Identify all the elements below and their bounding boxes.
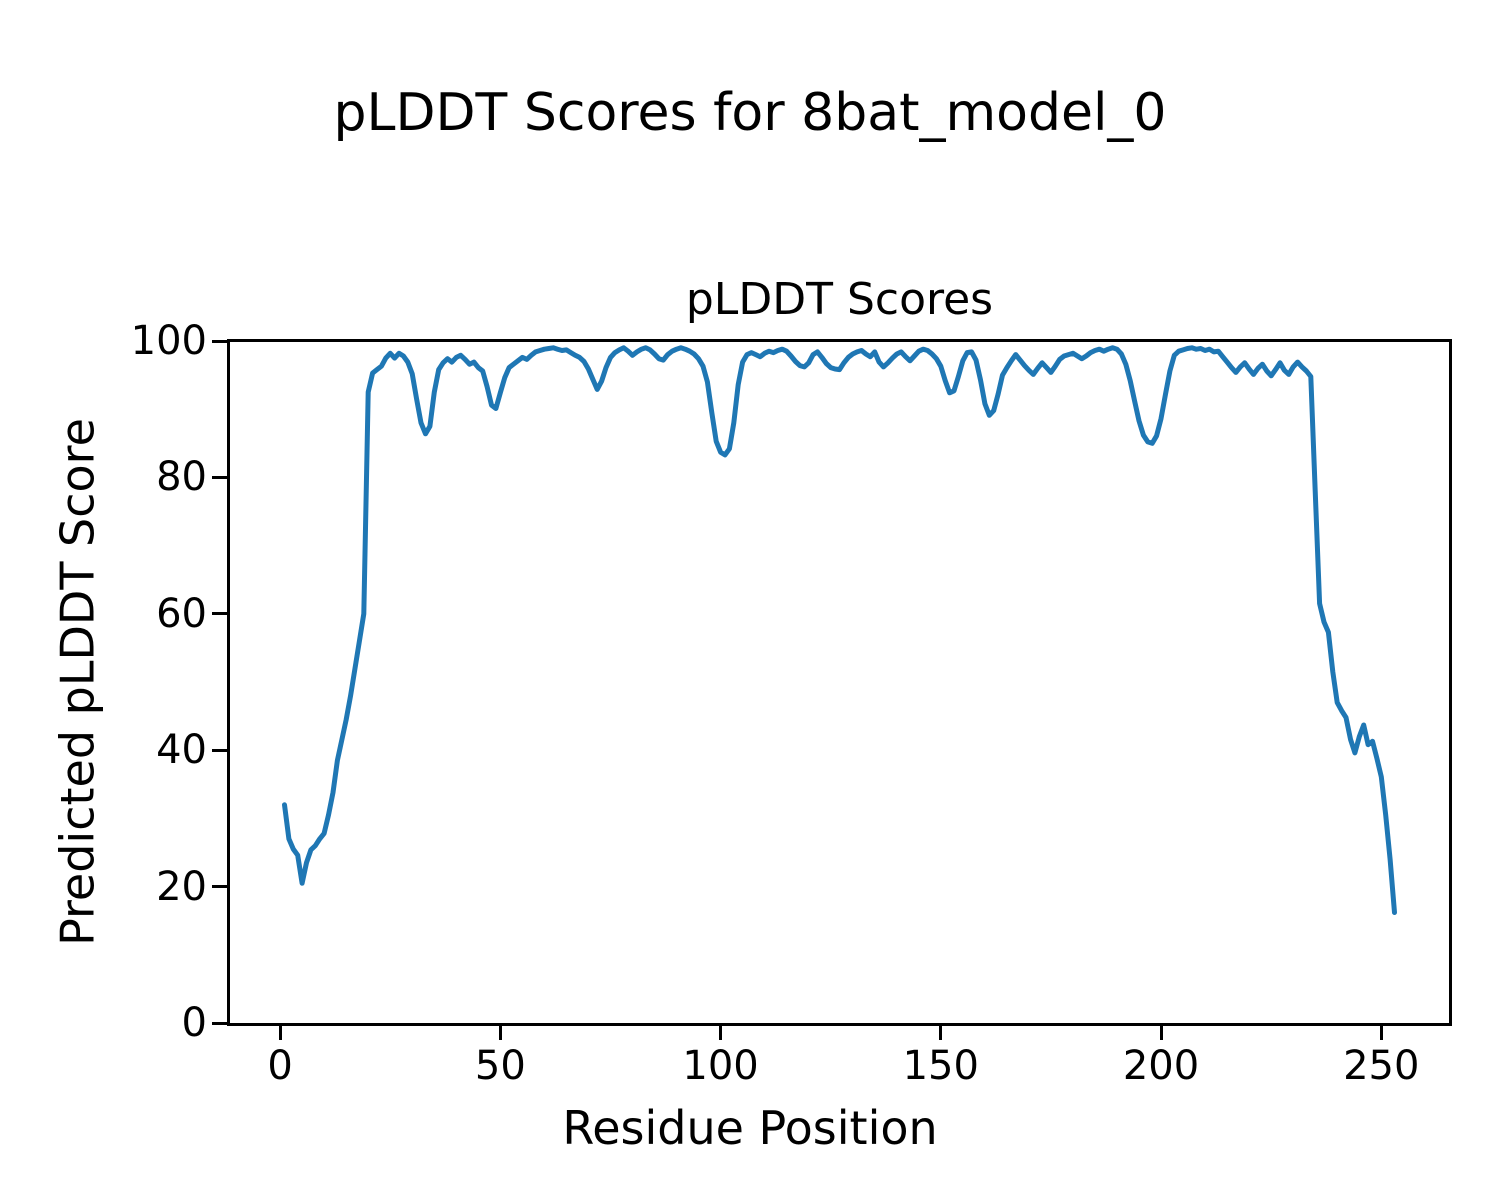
y-tick-label: 100 (130, 318, 207, 364)
x-tick-mark (498, 1025, 502, 1040)
plddt-line (282, 345, 1397, 915)
figure-title: pLDDT Scores for 8bat_model_0 (333, 83, 1167, 143)
y-tick-mark (212, 475, 227, 479)
axes-title: pLDDT Scores (685, 274, 994, 325)
x-tick-label: 100 (682, 1043, 759, 1089)
x-tick-label: 250 (1343, 1043, 1420, 1089)
x-tick-mark (278, 1025, 282, 1040)
y-tick-label: 40 (156, 727, 207, 774)
y-tick-mark (212, 612, 227, 616)
x-tick-label: 200 (1122, 1043, 1200, 1089)
x-tick-label: 0 (267, 1043, 293, 1089)
x-tick-mark (1159, 1025, 1163, 1040)
x-tick-label: 150 (902, 1043, 979, 1089)
y-tick-mark (212, 339, 227, 343)
y-tick-mark (212, 1021, 227, 1025)
y-tick-label: 0 (181, 1000, 207, 1046)
x-axis-label: Residue Position (562, 1101, 938, 1155)
y-tick-label: 60 (156, 590, 207, 637)
y-tick-label: 80 (156, 454, 207, 501)
y-tick-label: 20 (156, 863, 207, 910)
axes-spines (227, 339, 1452, 1026)
x-tick-label: 50 (474, 1043, 526, 1089)
x-tick-mark (939, 1025, 943, 1040)
x-tick-mark (1379, 1025, 1383, 1040)
x-tick-mark (719, 1025, 723, 1040)
plot-area (282, 345, 1397, 915)
y-tick-mark (212, 748, 227, 752)
y-tick-mark (212, 885, 227, 889)
